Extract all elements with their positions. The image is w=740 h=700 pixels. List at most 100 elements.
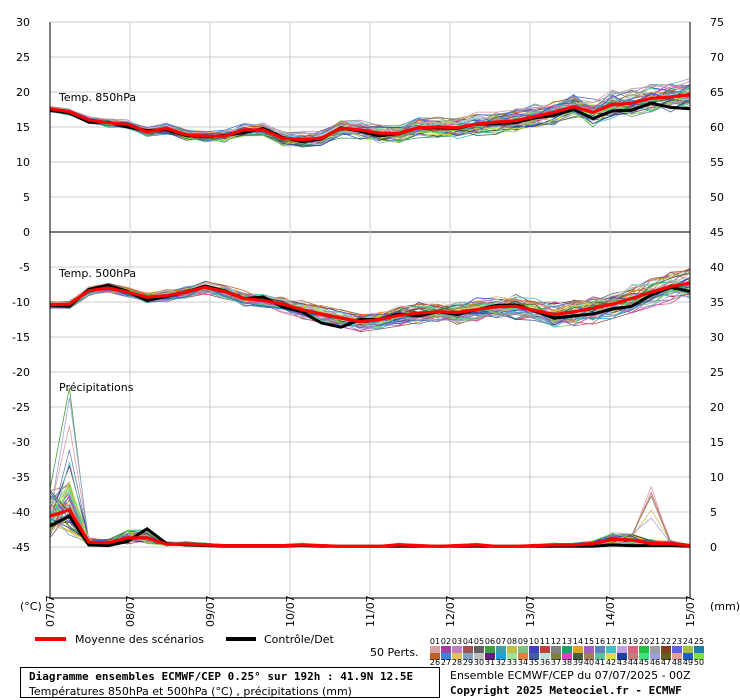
left-tick-label: -45 xyxy=(12,541,30,554)
member-swatch xyxy=(551,653,561,660)
member-swatch xyxy=(595,653,605,660)
member-number: 24 xyxy=(683,637,693,646)
member-number: 49 xyxy=(683,658,693,667)
member-swatch xyxy=(496,653,506,660)
member-swatch xyxy=(441,653,451,660)
legend-members-label: 50 Perts. xyxy=(370,646,419,659)
right-tick-label: 35 xyxy=(710,296,724,309)
right-tick-label: 45 xyxy=(710,226,724,239)
member-swatch xyxy=(628,653,638,660)
member-swatch xyxy=(430,653,440,660)
member-swatch xyxy=(463,646,473,653)
left-tick-label: -35 xyxy=(12,471,30,484)
member-number: 10 xyxy=(529,637,539,646)
member-number: 28 xyxy=(452,658,462,667)
member-swatch xyxy=(639,646,649,653)
mean-line-500 xyxy=(49,281,691,324)
member-number: 40 xyxy=(584,658,594,667)
x-tick-label: 15/07 xyxy=(684,595,697,627)
member-number: 16 xyxy=(595,637,605,646)
member-number: 13 xyxy=(562,637,572,646)
right-tick-label: 30 xyxy=(710,331,724,344)
member-swatch xyxy=(694,653,704,660)
left-tick-label: 20 xyxy=(16,86,30,99)
panel-labels: Temp. 850hPa Temp. 500hPa Précipitations xyxy=(58,91,136,394)
x-tick-label: 07/07 xyxy=(44,595,57,627)
member-swatch xyxy=(628,646,638,653)
member-swatch xyxy=(639,653,649,660)
member-swatch xyxy=(595,646,605,653)
member-number: 17 xyxy=(606,637,616,646)
left-tick-label: 0 xyxy=(23,226,30,239)
member-swatch xyxy=(463,653,473,660)
member-number: 29 xyxy=(463,658,473,667)
run-info: Ensemble ECMWF/CEP du 07/07/2025 - 00Z xyxy=(450,669,691,682)
x-tick-label: 12/07 xyxy=(444,595,457,627)
member-number: 07 xyxy=(496,637,506,646)
panel-label: Temp. 500hPa xyxy=(58,267,136,280)
member-swatch xyxy=(573,653,583,660)
member-number: 41 xyxy=(595,658,605,667)
right-tick-label: 10 xyxy=(710,471,724,484)
chart-title: Diagramme ensembles ECMWF/CEP 0.25° sur … xyxy=(29,670,414,683)
member-number: 01 xyxy=(430,637,440,646)
member-number: 39 xyxy=(573,658,583,667)
member-number: 34 xyxy=(518,658,528,667)
panel-label: Précipitations xyxy=(59,381,134,394)
legend: Moyenne des scénarios Contrôle/Det 50 Pert… xyxy=(35,633,704,667)
left-axis-unit: (°C) xyxy=(20,600,42,613)
axes: 302520151050-5-10-15-20-25-30-35-40-4575… xyxy=(12,16,740,627)
left-tick-label: -10 xyxy=(12,296,30,309)
mean-line-850 xyxy=(49,93,691,142)
right-tick-label: 55 xyxy=(710,156,724,169)
member-swatch xyxy=(661,653,671,660)
member-number: 45 xyxy=(639,658,649,667)
member-number: 04 xyxy=(463,637,473,646)
member-number: 37 xyxy=(551,658,561,667)
member-swatch xyxy=(606,646,616,653)
member-number: 06 xyxy=(485,637,495,646)
member-number: 15 xyxy=(584,637,594,646)
right-tick-label: 20 xyxy=(710,401,724,414)
member-swatch xyxy=(661,646,671,653)
member-number: 18 xyxy=(617,637,627,646)
member-swatch xyxy=(507,653,517,660)
member-number: 02 xyxy=(441,637,451,646)
member-number: 35 xyxy=(529,658,539,667)
member-number: 11 xyxy=(540,637,550,646)
member-swatch xyxy=(430,646,440,653)
chart-info-box: Diagramme ensembles ECMWF/CEP 0.25° sur … xyxy=(20,667,440,698)
member-line-500 xyxy=(49,287,691,330)
x-tick-label: 09/07 xyxy=(204,595,217,627)
member-swatch xyxy=(562,653,572,660)
member-line-850 xyxy=(49,78,691,139)
member-swatch xyxy=(518,646,528,653)
member-swatch xyxy=(452,653,462,660)
chart-subtitle: Températures 850hPa et 500hPa (°C) , pré… xyxy=(29,685,352,698)
member-number: 19 xyxy=(628,637,638,646)
member-number: 50 xyxy=(694,658,704,667)
panel-label: Temp. 850hPa xyxy=(58,91,136,104)
member-swatch xyxy=(683,653,693,660)
member-swatch xyxy=(562,646,572,653)
member-number: 14 xyxy=(573,637,583,646)
member-swatch xyxy=(683,646,693,653)
member-swatch xyxy=(650,646,660,653)
member-number: 44 xyxy=(628,658,638,667)
right-tick-label: 40 xyxy=(710,261,724,274)
member-number: 03 xyxy=(452,637,462,646)
mean-line-precip xyxy=(49,507,691,548)
member-number: 08 xyxy=(507,637,517,646)
member-number: 43 xyxy=(617,658,627,667)
member-number: 05 xyxy=(474,637,484,646)
left-tick-label: 5 xyxy=(23,191,30,204)
member-swatch xyxy=(617,646,627,653)
member-swatch xyxy=(529,653,539,660)
member-number: 26 xyxy=(430,658,440,667)
member-line-500 xyxy=(49,276,691,320)
copyright: Copyright 2025 Meteociel.fr - ECMWF xyxy=(450,684,682,697)
member-swatch xyxy=(452,646,462,653)
member-line-850 xyxy=(49,85,691,140)
right-tick-label: 75 xyxy=(710,16,724,29)
